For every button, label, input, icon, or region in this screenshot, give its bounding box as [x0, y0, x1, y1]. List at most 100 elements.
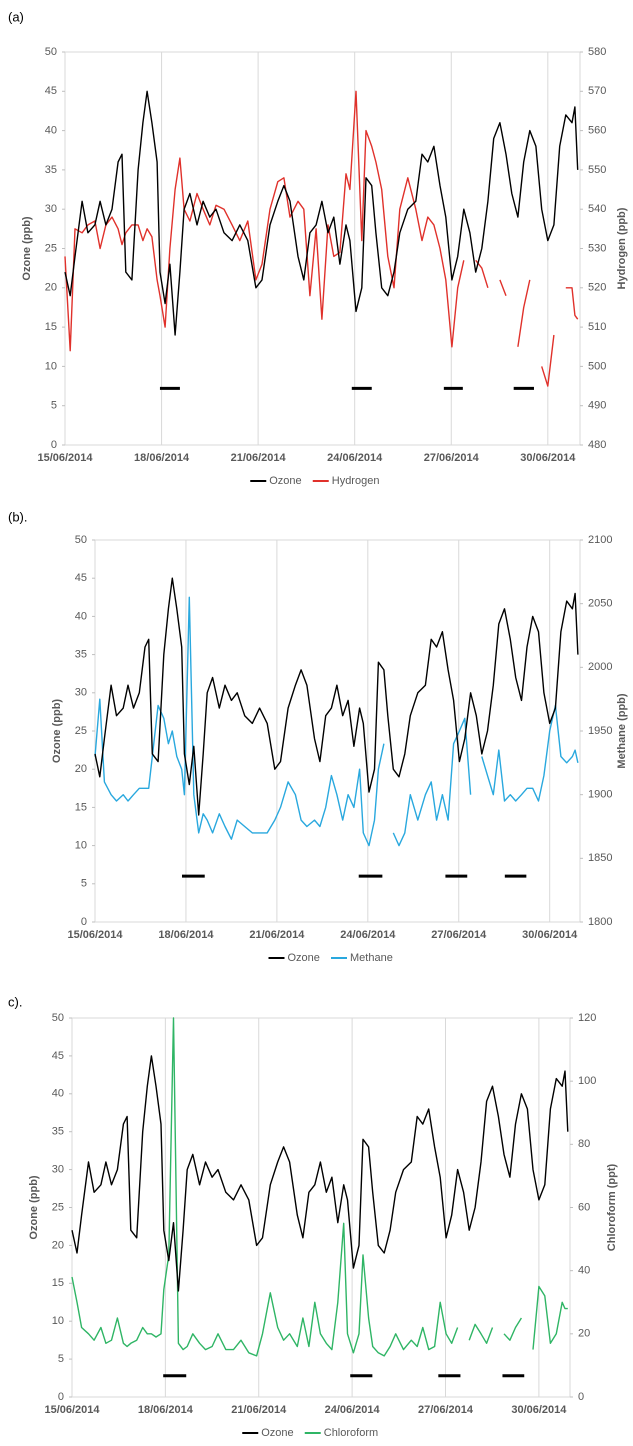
series-line — [94, 577, 579, 816]
y-tick-label: 30 — [45, 203, 57, 215]
x-tick-label: 24/06/2014 — [340, 929, 396, 941]
legend-label: Methane — [350, 952, 393, 964]
plot-frame — [71, 1017, 571, 1398]
y-tick-label: 30 — [52, 1164, 64, 1176]
y-tick-label: 0 — [81, 916, 87, 928]
y-tick-label: 5 — [81, 878, 87, 890]
y-tick-label: 25 — [52, 1201, 64, 1213]
y2-tick-label: 540 — [588, 203, 606, 215]
panel-label: (a) — [8, 9, 24, 24]
y-tick-label: 20 — [45, 282, 57, 294]
y2-axis-label: Hydrogen (ppb) — [616, 207, 628, 289]
y2-tick-label: 580 — [588, 46, 606, 58]
panel-label: c). — [8, 994, 22, 1009]
legend-label: Ozone — [269, 475, 301, 487]
y2-tick-label: 2100 — [588, 534, 612, 546]
x-tick-label: 18/06/2014 — [138, 1404, 194, 1416]
y2-tick-label: 100 — [578, 1075, 596, 1087]
legend-label: Ozone — [261, 1427, 293, 1439]
y-tick-label: 0 — [58, 1391, 64, 1403]
y2-tick-label: 480 — [588, 439, 606, 451]
y2-tick-label: 1950 — [588, 725, 612, 737]
y-tick-label: 50 — [52, 1012, 64, 1024]
y-axis-label: Ozone (ppb) — [51, 699, 63, 763]
legend-label: Ozone — [288, 952, 320, 964]
y-tick-label: 40 — [75, 610, 87, 622]
y-tick-label: 5 — [58, 1353, 64, 1365]
x-tick-label: 30/06/2014 — [520, 452, 576, 464]
x-tick-label: 24/06/2014 — [325, 1404, 381, 1416]
y-tick-label: 25 — [45, 242, 57, 254]
y2-axis-label: Chloroform (ppt) — [606, 1163, 618, 1251]
x-tick-label: 30/06/2014 — [511, 1404, 567, 1416]
y-tick-label: 15 — [52, 1277, 64, 1289]
y2-tick-label: 490 — [588, 400, 606, 412]
x-tick-label: 30/06/2014 — [522, 929, 578, 941]
y-tick-label: 45 — [75, 572, 87, 584]
y-tick-label: 35 — [45, 164, 57, 176]
series-line — [94, 596, 579, 847]
legend-label: Chloroform — [324, 1427, 378, 1439]
x-tick-label: 21/06/2014 — [231, 452, 287, 464]
y2-tick-label: 530 — [588, 242, 606, 254]
panel-label: (b). — [8, 509, 28, 524]
y-tick-label: 15 — [75, 801, 87, 813]
y-tick-label: 40 — [52, 1088, 64, 1100]
y-tick-label: 40 — [45, 125, 57, 137]
plot-frame — [64, 51, 581, 446]
x-tick-label: 27/06/2014 — [431, 929, 487, 941]
y2-tick-label: 60 — [578, 1201, 590, 1213]
y-tick-label: 10 — [75, 840, 87, 852]
y-tick-label: 15 — [45, 321, 57, 333]
y-tick-label: 10 — [45, 360, 57, 372]
y-tick-label: 35 — [75, 649, 87, 661]
series-line — [64, 90, 579, 387]
y2-tick-label: 1900 — [588, 789, 612, 801]
y-tick-label: 5 — [51, 400, 57, 412]
y-tick-label: 10 — [52, 1315, 64, 1327]
x-tick-label: 18/06/2014 — [158, 929, 214, 941]
y-tick-label: 20 — [52, 1239, 64, 1251]
x-tick-label: 15/06/2014 — [67, 929, 123, 941]
x-tick-label: 24/06/2014 — [327, 452, 383, 464]
y2-tick-label: 1850 — [588, 852, 612, 864]
series-line — [71, 1055, 569, 1292]
y2-tick-label: 0 — [578, 1391, 584, 1403]
y-tick-label: 45 — [52, 1050, 64, 1062]
x-tick-label: 27/06/2014 — [424, 452, 480, 464]
y2-tick-label: 40 — [578, 1265, 590, 1277]
x-tick-label: 21/06/2014 — [231, 1404, 287, 1416]
legend-label: Hydrogen — [332, 475, 380, 487]
y-tick-label: 30 — [75, 687, 87, 699]
y2-tick-label: 2000 — [588, 661, 612, 673]
x-tick-label: 21/06/2014 — [249, 929, 305, 941]
x-tick-label: 27/06/2014 — [418, 1404, 474, 1416]
y-tick-label: 50 — [45, 46, 57, 58]
y2-tick-label: 510 — [588, 321, 606, 333]
y2-tick-label: 1800 — [588, 916, 612, 928]
y2-tick-label: 560 — [588, 125, 606, 137]
y2-tick-label: 500 — [588, 360, 606, 372]
y2-tick-label: 2050 — [588, 598, 612, 610]
y2-axis-label: Methane (ppb) — [616, 693, 628, 768]
y2-tick-label: 520 — [588, 282, 606, 294]
y-axis-label: Ozone (ppb) — [28, 1175, 40, 1239]
y-tick-label: 0 — [51, 439, 57, 451]
y-tick-label: 20 — [75, 763, 87, 775]
series-line — [71, 1017, 568, 1357]
y2-tick-label: 20 — [578, 1328, 590, 1340]
x-tick-label: 15/06/2014 — [37, 452, 93, 464]
y-tick-label: 45 — [45, 85, 57, 97]
y2-tick-label: 570 — [588, 85, 606, 97]
y-tick-label: 25 — [75, 725, 87, 737]
y-tick-label: 50 — [75, 534, 87, 546]
series-line — [64, 90, 579, 336]
y2-tick-label: 80 — [578, 1138, 590, 1150]
x-tick-label: 15/06/2014 — [44, 1404, 100, 1416]
y2-tick-label: 120 — [578, 1012, 596, 1024]
y2-tick-label: 550 — [588, 164, 606, 176]
plot-frame — [94, 539, 581, 923]
y-tick-label: 35 — [52, 1126, 64, 1138]
x-tick-label: 18/06/2014 — [134, 452, 190, 464]
